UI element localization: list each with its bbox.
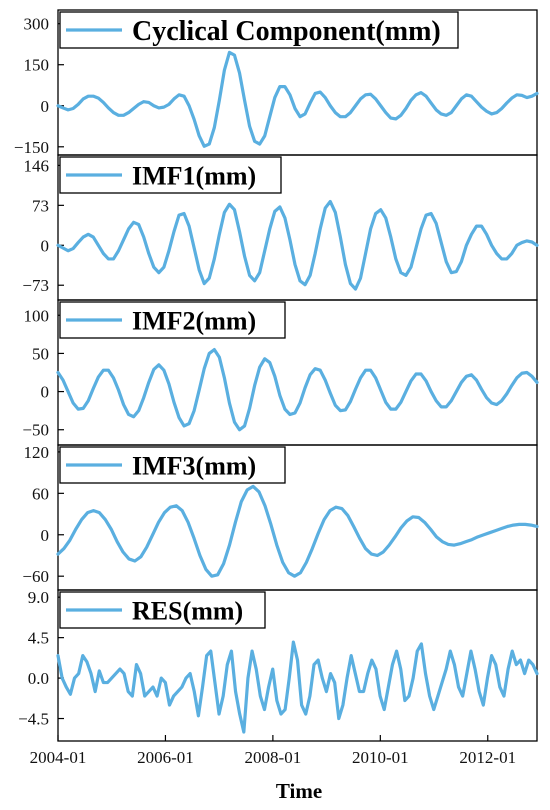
panel-4: 120 60 0 −60 IMF3(mm) bbox=[22, 443, 539, 591]
x-tick-label: 2012-01 bbox=[459, 748, 516, 767]
panel-5: 9.0 4.5 0.0 −4.5 RES(mm) bbox=[18, 588, 539, 742]
y-tick-label: 0 bbox=[41, 526, 50, 545]
y-tick-label: 50 bbox=[32, 344, 49, 363]
x-tick-label: 2004-01 bbox=[30, 748, 87, 767]
x-axis-title: Time bbox=[276, 779, 322, 803]
legend: IMF3(mm) bbox=[59, 446, 286, 484]
series-line bbox=[56, 348, 539, 432]
legend-label: Cyclical Component(mm) bbox=[132, 16, 441, 47]
y-tick-label: −60 bbox=[22, 567, 49, 586]
y-tick-label: 4.5 bbox=[28, 629, 49, 648]
legend: IMF2(mm) bbox=[59, 301, 286, 339]
legend-label: IMF3(mm) bbox=[132, 451, 256, 480]
legend-label: IMF2(mm) bbox=[132, 306, 256, 335]
y-tick-label: 100 bbox=[24, 306, 50, 325]
y-tick-label: −4.5 bbox=[18, 710, 49, 729]
y-tick-label: 0 bbox=[41, 97, 50, 116]
legend: IMF1(mm) bbox=[59, 156, 282, 194]
y-tick-label: 0 bbox=[41, 236, 50, 255]
legend-label: IMF1(mm) bbox=[132, 161, 256, 190]
x-tick-label: 2006-01 bbox=[137, 748, 194, 767]
y-tick-label: 0.0 bbox=[28, 669, 49, 688]
x-axis: 2004-01 2006-01 2008-01 2010-01 2012-01 bbox=[30, 735, 516, 767]
y-tick-label: −150 bbox=[14, 138, 49, 157]
panel-2: 146 73 0 −73 IMF1(mm) bbox=[22, 154, 539, 301]
series-line bbox=[56, 199, 539, 291]
y-tick-label: 0 bbox=[41, 383, 50, 402]
y-tick-label: 300 bbox=[24, 15, 50, 34]
panel-frame bbox=[57, 589, 538, 742]
y-tick-label: 9.0 bbox=[28, 588, 49, 607]
series-line bbox=[56, 50, 539, 148]
y-tick-label: 150 bbox=[24, 56, 50, 75]
y-tick-label: 146 bbox=[24, 156, 50, 175]
y-tick-label: −50 bbox=[22, 421, 49, 440]
legend: Cyclical Component(mm) bbox=[59, 11, 459, 49]
panels-layer: 300 150 0 −150 Cyclical Component(mm) 146 73 0 −… bbox=[14, 9, 539, 742]
x-tick-label: 2008-01 bbox=[245, 748, 302, 767]
legend-box bbox=[59, 11, 459, 49]
legend: RES(mm) bbox=[59, 591, 266, 629]
legend-label: RES(mm) bbox=[132, 596, 243, 625]
series-line bbox=[56, 484, 539, 578]
panel-3: 100 50 0 −50 IMF2(mm) bbox=[22, 299, 539, 446]
x-tick-label: 2010-01 bbox=[352, 748, 409, 767]
series-line bbox=[56, 640, 539, 734]
panel-1: 300 150 0 −150 Cyclical Component(mm) bbox=[14, 9, 539, 157]
y-tick-label: 60 bbox=[32, 484, 49, 503]
y-tick-label: −73 bbox=[22, 276, 49, 295]
y-tick-label: 73 bbox=[32, 196, 49, 215]
y-tick-label: 120 bbox=[24, 443, 50, 462]
